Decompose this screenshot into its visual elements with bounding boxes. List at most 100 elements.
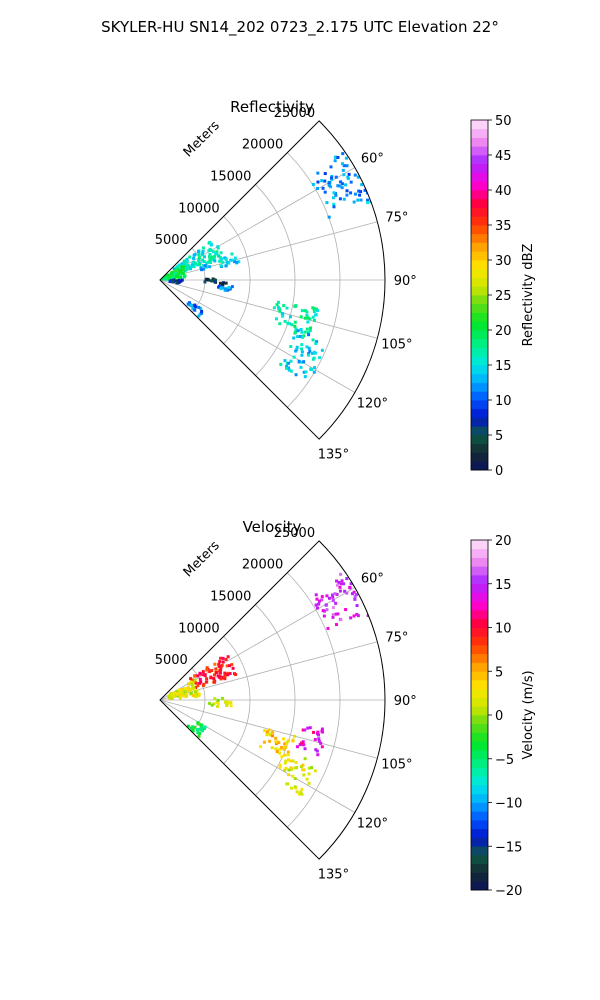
echo-gate — [355, 604, 359, 608]
echo-gate — [280, 755, 284, 759]
echo-gate — [302, 773, 306, 777]
colorbar-tick-label: 40 — [495, 184, 512, 199]
echo-gate — [323, 190, 327, 194]
echo-gate — [270, 746, 274, 750]
echo-gate — [212, 677, 216, 681]
echo-gate — [283, 742, 287, 746]
colorbar-band — [471, 347, 488, 357]
echo-gate — [216, 698, 220, 702]
echo-gate — [205, 666, 209, 670]
echo-gate — [322, 614, 326, 618]
echo-gate — [300, 309, 304, 313]
echo-gate — [167, 695, 171, 699]
echo-gate — [223, 671, 227, 675]
echo-gate — [224, 699, 228, 703]
echo-gate — [259, 745, 263, 749]
azimuth-tick-label: 105° — [381, 337, 412, 352]
echo-gate — [350, 592, 354, 596]
echo-gate — [197, 692, 201, 696]
echo-gate — [293, 777, 297, 781]
colorbar-tick-label: 25 — [495, 289, 512, 304]
echo-gate — [333, 159, 337, 163]
range-tick-label: 5000 — [155, 653, 188, 668]
echo-gate — [170, 696, 174, 700]
echo-gate — [164, 277, 168, 281]
echo-gate — [214, 671, 218, 675]
colorbar-band — [471, 303, 488, 313]
echo-gate — [166, 273, 170, 277]
echo-gate — [349, 616, 353, 620]
echo-gate — [316, 186, 320, 190]
colorbar-band — [471, 855, 488, 865]
echo-gate — [219, 665, 223, 669]
colorbar-band — [471, 575, 488, 585]
echo-gate — [191, 306, 195, 310]
echo-gate — [307, 766, 311, 770]
echo-gate — [292, 355, 296, 359]
echo-gate — [188, 255, 192, 259]
echo-gate — [278, 322, 282, 326]
echo-cluster — [272, 300, 320, 338]
echo-gate — [294, 304, 298, 308]
echo-gate — [340, 579, 344, 583]
echo-gate — [232, 260, 236, 264]
echo-gate — [311, 315, 315, 319]
echo-gate — [300, 343, 304, 347]
echo-gate — [300, 353, 304, 357]
echo-gate — [182, 265, 186, 269]
echo-cluster — [314, 572, 370, 630]
echo-gate — [286, 758, 290, 762]
echo-gate — [316, 730, 320, 734]
echo-gate — [192, 687, 196, 691]
echo-gate — [183, 274, 187, 278]
colorbar-band — [471, 583, 488, 593]
azimuth-tick-label: 60° — [361, 571, 384, 586]
azimuth-tick-label: 135° — [318, 867, 349, 882]
echo-gate — [305, 310, 309, 314]
azimuth-tick-label: 120° — [357, 397, 388, 412]
echo-gate — [294, 349, 298, 353]
echo-gate — [174, 279, 178, 283]
echo-gate — [191, 693, 195, 697]
echo-gate — [216, 704, 220, 708]
colorbar-band — [471, 137, 488, 147]
echo-gate — [283, 359, 287, 363]
echo-gate — [208, 260, 212, 264]
echo-gate — [199, 725, 203, 729]
colorbar-tick-label: 15 — [495, 359, 512, 374]
echo-gate — [295, 745, 299, 749]
echo-gate — [201, 246, 205, 250]
echo-gate — [199, 307, 203, 311]
echo-cluster — [199, 252, 241, 272]
figure-title: SKYLER-HU SN14_202 0723_2.175 UTC Elevat… — [101, 18, 499, 37]
colorbar-tick-label: 35 — [495, 219, 512, 234]
echo-gate — [277, 305, 281, 309]
echo-gate — [345, 591, 349, 595]
echo-gate — [227, 664, 231, 668]
echo-gate — [197, 722, 201, 726]
echo-gate — [283, 319, 287, 323]
echo-gate — [309, 766, 313, 770]
echo-gate — [307, 772, 311, 776]
echo-gate — [231, 666, 235, 670]
echo-gate — [226, 288, 230, 292]
echo-gate — [279, 362, 283, 366]
echo-gate — [344, 608, 348, 612]
echo-gate — [265, 730, 269, 734]
echo-gate — [345, 189, 349, 193]
echo-gate — [171, 280, 175, 284]
colorbar-band — [471, 645, 488, 655]
echo-gate — [183, 690, 187, 694]
echo-gate — [197, 256, 201, 260]
colorbar-band — [471, 400, 488, 410]
echo-gate — [285, 306, 289, 310]
echo-gate — [283, 768, 287, 772]
echo-gate — [306, 331, 310, 335]
echo-gate — [366, 198, 370, 202]
echo-gate — [167, 276, 171, 280]
echo-gate — [312, 370, 316, 374]
echo-gate — [197, 314, 201, 318]
echo-gate — [175, 692, 179, 696]
echo-gate — [348, 585, 352, 589]
echo-gate — [202, 263, 206, 267]
